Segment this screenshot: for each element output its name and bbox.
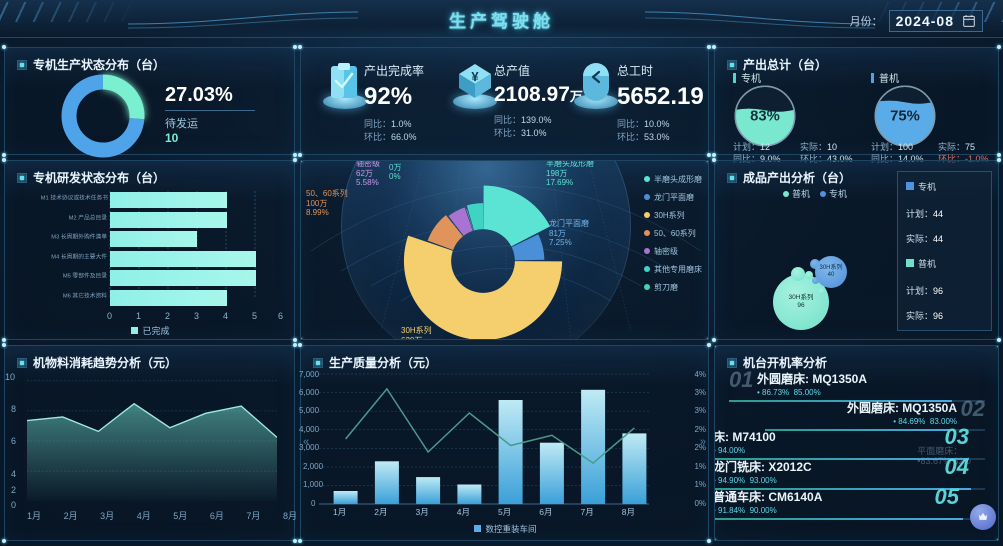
svg-text:75%: 75%: [890, 109, 920, 125]
svg-text:83%: 83%: [750, 109, 780, 125]
svg-text:¥: ¥: [471, 69, 479, 84]
